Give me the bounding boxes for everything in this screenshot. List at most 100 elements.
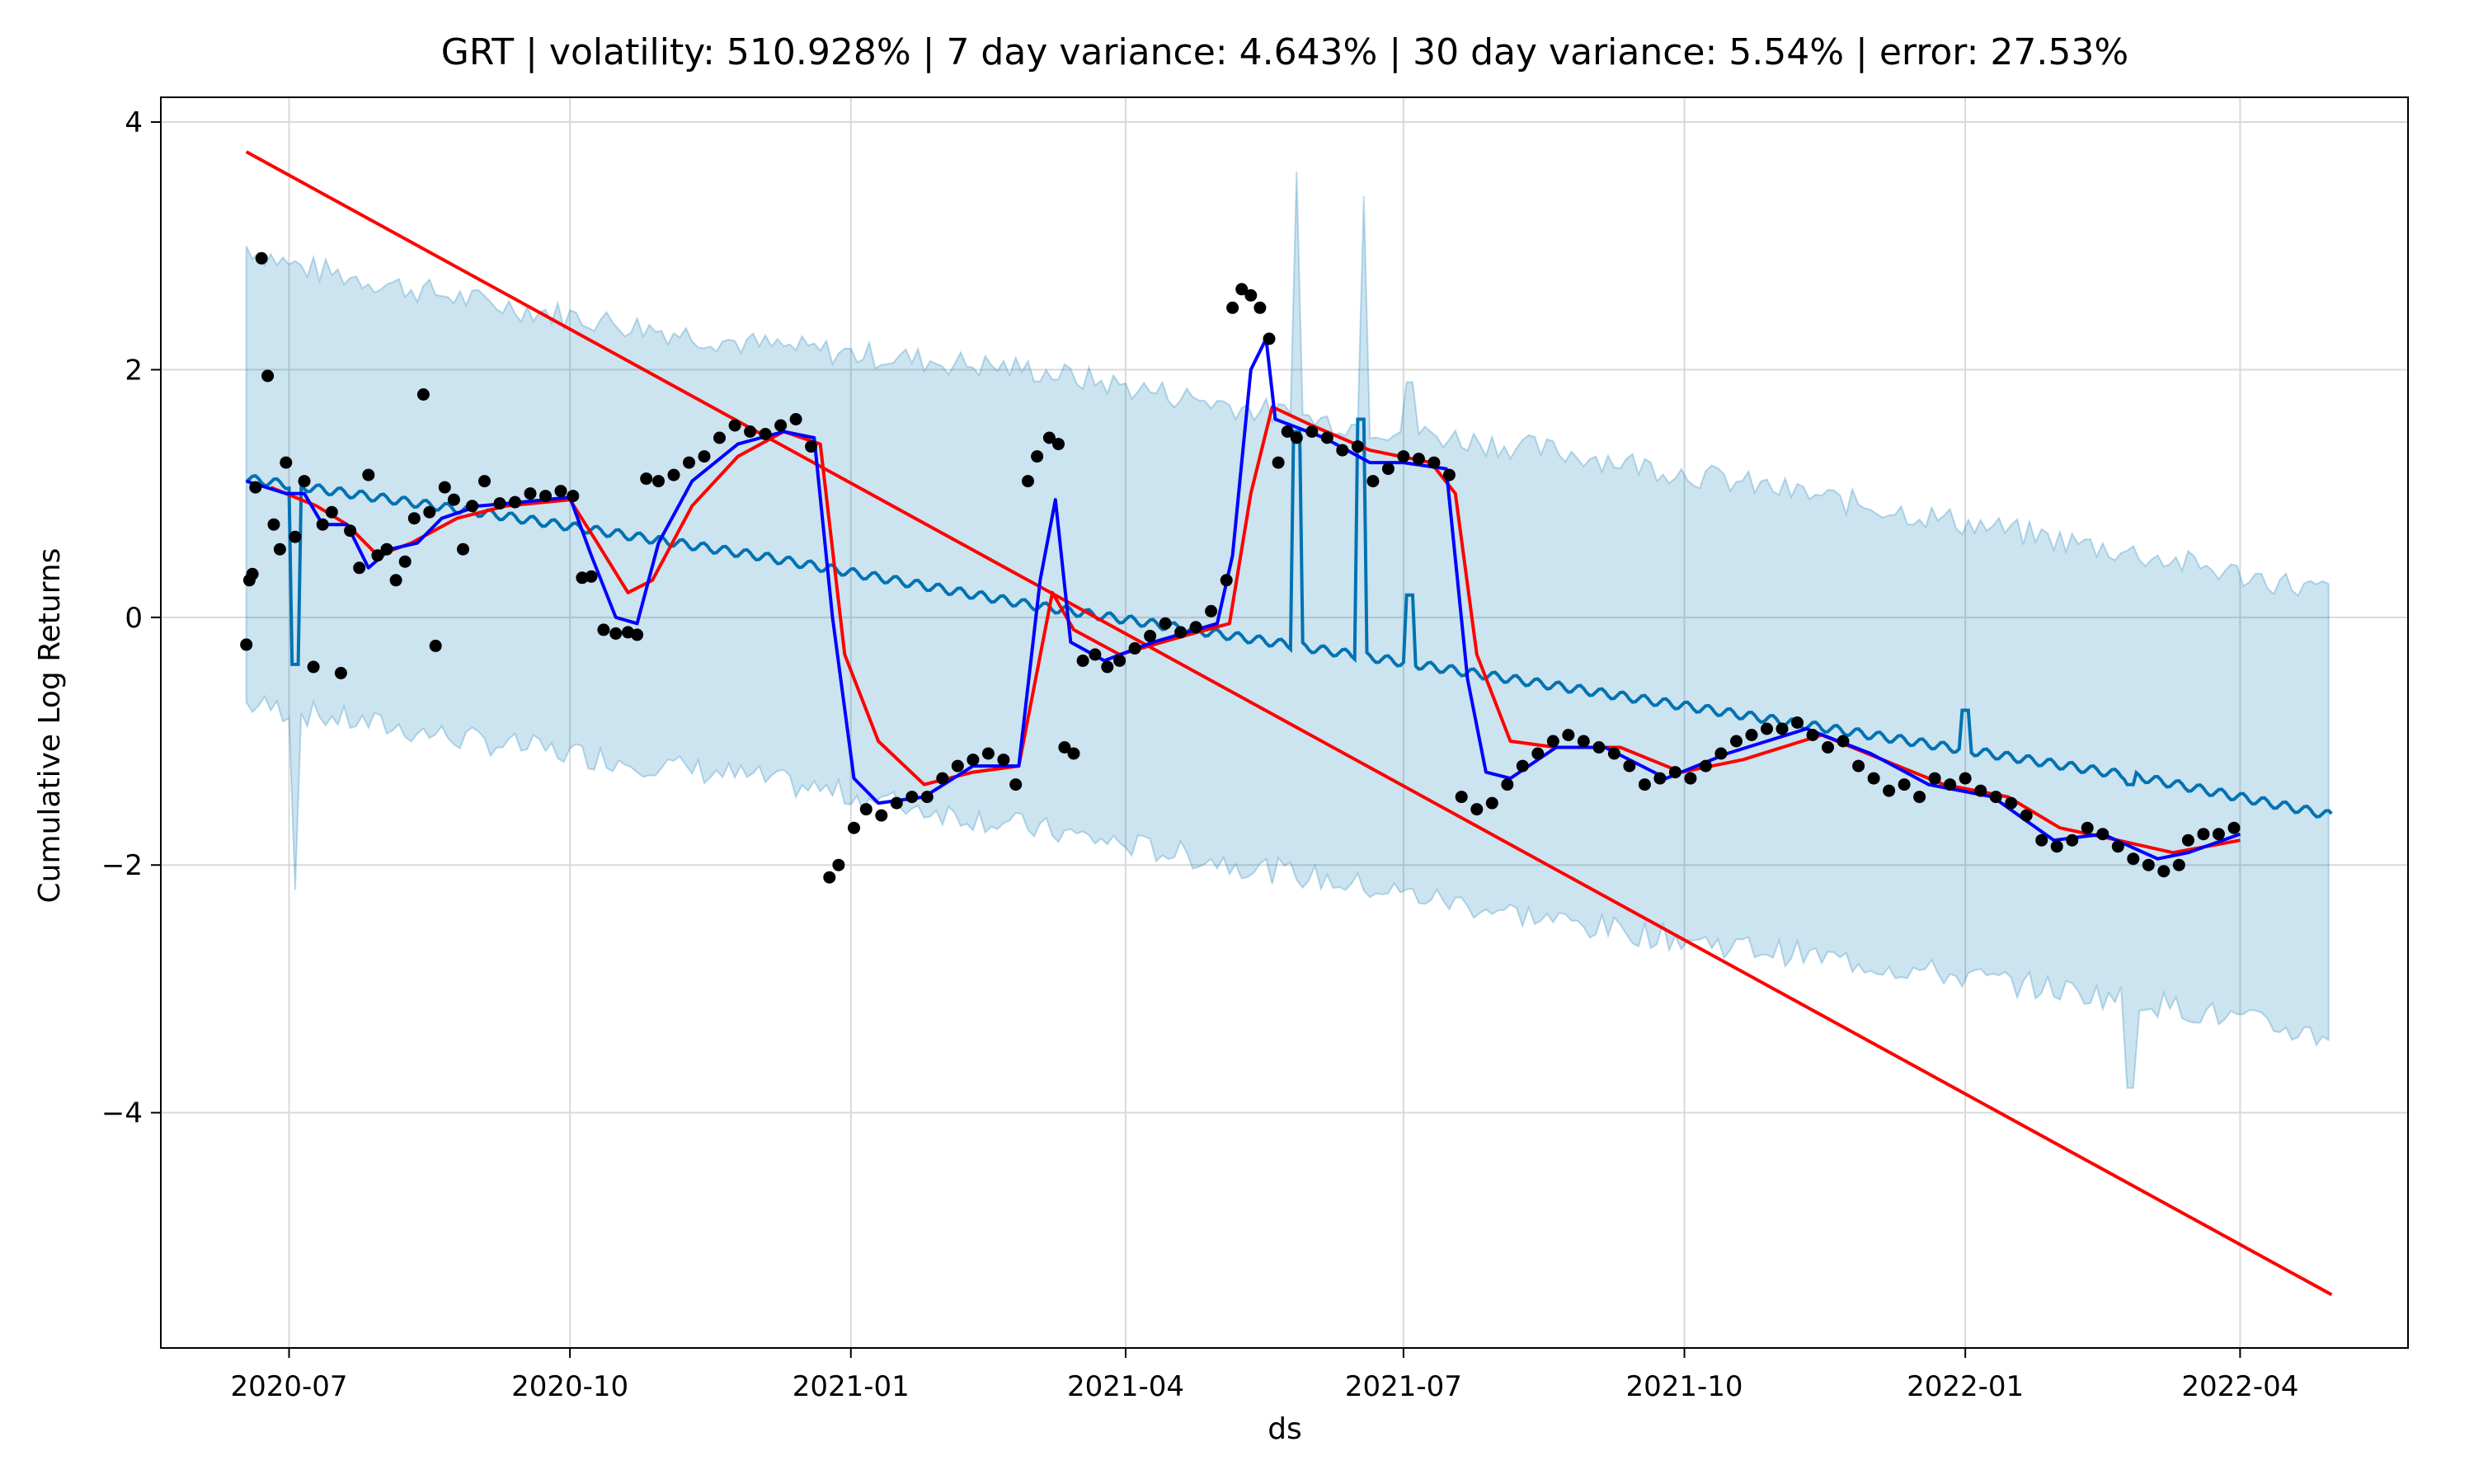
data-point xyxy=(1684,772,1697,785)
data-point xyxy=(1638,778,1651,791)
x-axis-label: ds xyxy=(1268,1412,1302,1446)
data-point xyxy=(2127,852,2140,866)
data-point xyxy=(1501,778,1514,791)
data-point xyxy=(466,500,479,513)
x-tick-label: 2021-07 xyxy=(1345,1370,1462,1403)
data-point xyxy=(316,518,329,531)
data-point xyxy=(576,571,589,585)
data-point xyxy=(255,251,268,265)
data-point xyxy=(920,791,934,804)
data-point xyxy=(1281,425,1294,438)
data-point xyxy=(438,481,451,494)
chart-title: GRT | volatility: 510.928% | 7 day varia… xyxy=(441,31,2128,73)
data-point xyxy=(1022,475,1034,488)
data-point xyxy=(1205,604,1218,618)
data-point xyxy=(698,450,711,463)
y-tick-label: 2 xyxy=(125,354,143,387)
data-point xyxy=(407,512,421,525)
data-point xyxy=(2035,834,2048,847)
data-point xyxy=(246,567,259,580)
data-point xyxy=(1577,735,1590,748)
data-point xyxy=(1076,654,1089,667)
data-point xyxy=(1336,444,1349,457)
data-point xyxy=(389,574,402,587)
data-point xyxy=(2005,796,2018,810)
data-point xyxy=(1220,574,1233,587)
data-point xyxy=(1189,621,1202,634)
data-point xyxy=(1699,759,1712,773)
data-point xyxy=(1546,735,1559,748)
data-point xyxy=(249,481,262,494)
data-point xyxy=(905,791,919,804)
x-tick-label: 2021-10 xyxy=(1625,1370,1743,1403)
data-point xyxy=(848,821,860,834)
data-point xyxy=(936,772,949,785)
data-point xyxy=(1852,759,1865,773)
data-point xyxy=(1272,456,1285,469)
data-point xyxy=(380,542,393,556)
data-point xyxy=(2212,828,2225,841)
data-point xyxy=(524,487,537,500)
data-point xyxy=(1144,629,1157,642)
data-point xyxy=(1485,796,1498,810)
data-point xyxy=(1009,778,1023,791)
data-point xyxy=(457,542,469,556)
data-point xyxy=(875,809,888,822)
data-point xyxy=(1898,778,1911,791)
data-point xyxy=(261,369,275,383)
data-point xyxy=(1761,722,1773,735)
data-point xyxy=(2157,865,2171,878)
data-point xyxy=(1397,450,1410,463)
data-point xyxy=(371,549,384,562)
x-tick-label: 2021-04 xyxy=(1067,1370,1184,1403)
data-point xyxy=(1042,431,1056,444)
data-point xyxy=(289,530,302,543)
data-point xyxy=(1959,772,1972,785)
data-point xyxy=(1031,450,1044,463)
data-point xyxy=(1253,301,1267,314)
data-point xyxy=(967,754,980,767)
x-tick-label: 2021-01 xyxy=(793,1370,910,1403)
data-point xyxy=(1290,431,1303,444)
x-tick-label: 2022-04 xyxy=(2181,1370,2298,1403)
data-point xyxy=(398,555,412,568)
data-point xyxy=(2172,858,2185,871)
data-point xyxy=(640,472,653,486)
data-point xyxy=(667,468,680,481)
data-point xyxy=(1089,648,1102,661)
data-point xyxy=(416,388,430,401)
uncertainty-band xyxy=(245,171,2330,1089)
data-point xyxy=(713,431,726,444)
data-point xyxy=(823,871,836,884)
data-point xyxy=(1366,475,1380,488)
data-point xyxy=(1058,741,1071,754)
data-point xyxy=(1320,431,1333,444)
data-point xyxy=(2181,834,2194,847)
data-point xyxy=(1714,747,1728,760)
data-point xyxy=(429,639,442,652)
data-point xyxy=(1427,456,1441,469)
data-point xyxy=(2197,828,2210,841)
data-point xyxy=(423,505,436,519)
data-point xyxy=(1607,747,1620,760)
data-point xyxy=(683,456,695,469)
data-point xyxy=(652,475,665,488)
data-point xyxy=(805,440,818,453)
data-point xyxy=(1928,772,1941,785)
trend-line xyxy=(245,150,2333,1297)
data-point xyxy=(1623,759,1636,773)
data-point xyxy=(728,419,741,432)
data-point xyxy=(1226,301,1239,314)
data-point xyxy=(2020,809,2033,822)
data-point xyxy=(759,428,772,440)
data-point xyxy=(1989,791,2002,804)
data-point xyxy=(981,747,995,760)
data-point xyxy=(298,475,311,488)
data-point xyxy=(280,456,293,469)
data-point xyxy=(1067,747,1080,760)
data-point xyxy=(1730,735,1743,748)
data-point xyxy=(1944,778,1957,791)
data-point xyxy=(554,485,567,498)
data-point xyxy=(1745,729,1758,741)
